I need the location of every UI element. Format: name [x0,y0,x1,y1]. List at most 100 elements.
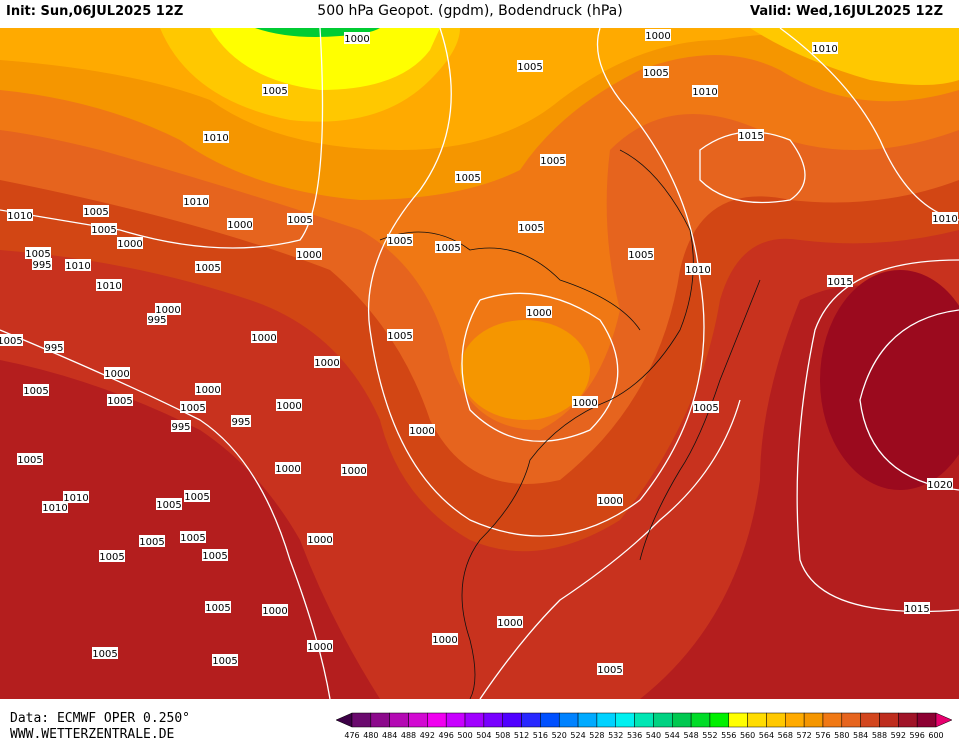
isobar-label: 1000 [432,635,457,646]
isobar-label-box [205,601,231,613]
isobar-label: 1005 [25,249,50,260]
isobar-label: 1010 [7,211,32,222]
data-source: Data: ECMWF OPER 0.250° [10,711,190,726]
colorbar-label: 504 [476,731,491,740]
field-low [460,320,590,420]
isobar-label: 995 [171,422,190,433]
isobar-label-box [17,453,43,465]
isobar-label-box [99,550,125,562]
isobar-label: 1005 [180,403,205,414]
header-bar [0,0,959,28]
isobar-label: 1000 [227,220,252,231]
colorbar-label: 480 [363,731,378,740]
colorbar-cell [879,712,899,728]
isobar-label-box [63,491,89,503]
colorbar-cell [803,712,824,728]
colorbar-label: 564 [759,731,774,740]
field-high [820,270,959,490]
colorbar-cell [502,712,522,728]
colorbar-cell [822,712,843,728]
isobar-label-box [171,420,191,432]
isobar-label: 1000 [572,398,597,409]
colorbar-cell [709,712,730,728]
isobar-label-box [643,66,669,78]
colorbar-label: 584 [853,731,868,740]
colorbar-cell [389,712,409,728]
colorbar-cell [860,712,880,728]
isobar-label: 1000 [195,385,220,396]
isobar-label: 1015 [904,604,929,615]
colorbar-label: 548 [683,731,698,740]
colorbar-cell [841,712,861,728]
colorbar-cell [634,712,654,728]
colorbar: 476 480 484 488 492 496 500 504 508 512 516 520 524 5… [335,712,953,740]
colorbar-label: 528 [589,731,604,740]
isobar-label-box [156,498,182,510]
isobar-label-box [91,223,117,235]
colorbar-label: 496 [439,731,454,740]
isobar-label: 1010 [692,87,717,98]
isobar-label-box [307,640,333,652]
colorbar-cell [596,712,616,728]
isobar-label: 1000 [276,401,301,412]
isobar-label-box [92,647,118,659]
colorbar-cell [766,712,786,728]
isobar-label-box [107,394,133,406]
isobar-label: 1005 [99,552,124,563]
isobar [479,399,741,700]
isobar-label: 995 [32,260,51,271]
isobar-label-box [692,85,718,97]
isobar-label: 1005 [628,250,653,261]
isobar-label: 1010 [42,503,67,514]
colorbar-label: 508 [495,731,510,740]
isobar-label: 1005 [180,533,205,544]
isobar-label-box [104,367,130,379]
isobar-label: 1005 [83,207,108,218]
isobar-label: 1010 [685,265,710,276]
isobar [779,27,959,221]
colorbar-cell [653,712,673,728]
isobar-label: 1005 [92,649,117,660]
colorbar-cell [916,712,937,728]
valid-time: Valid: Wed,16JUL2025 12Z [750,4,943,19]
isobar-label-box [932,212,958,224]
colorbar-label: 552 [702,731,717,740]
isobar-label: 1010 [183,197,208,208]
isobar-label: 995 [147,315,166,326]
isobar-label-box [344,32,370,44]
isobar-label-box [645,29,671,41]
field-band [750,28,959,85]
isobar [859,309,959,491]
isobar-label-box [23,384,49,396]
isobar-label: 995 [231,417,250,428]
isobar-label: 1000 [344,34,369,45]
isobar-label-box [812,42,838,54]
colorbar-label: 556 [721,731,736,740]
isobar-label: 1010 [96,281,121,292]
isobar-label-box [32,258,52,270]
colorbar-cell [445,712,466,728]
isobar-label-box [195,383,221,395]
isobar-label: 1005 [202,551,227,562]
isobar [0,27,324,249]
isobar-label: 1015 [827,277,852,288]
isobar-label-box [296,248,322,260]
colorbar-cell [483,712,503,728]
isobar-label-box [262,84,288,96]
colorbar-label: 532 [608,731,623,740]
colorbar-label: 588 [872,731,887,740]
isobar-label-box [693,401,719,413]
init-time: Init: Sun,06JUL2025 12Z [6,4,183,19]
isobar-label-box [628,248,654,260]
colorbar-label: 536 [627,731,642,740]
isobar-label-box [96,279,122,291]
isobar-label-box [180,401,206,413]
colorbar-label: 488 [401,731,416,740]
isobar-label-box [927,478,953,490]
colorbar-label: 596 [910,731,925,740]
isobar-label-box [597,494,623,506]
colorbar-cell [540,712,560,728]
isobar-label: 1000 [497,618,522,629]
isobar-label: 1005 [435,243,460,254]
